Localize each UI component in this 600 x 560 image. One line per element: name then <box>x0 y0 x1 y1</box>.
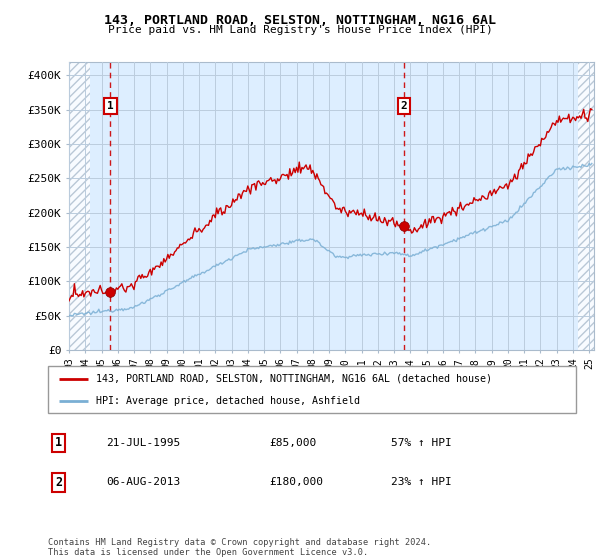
Text: 23% ↑ HPI: 23% ↑ HPI <box>391 477 452 487</box>
FancyBboxPatch shape <box>48 366 576 413</box>
Text: 2: 2 <box>55 476 62 489</box>
Text: £180,000: £180,000 <box>270 477 324 487</box>
Text: 2: 2 <box>400 101 407 111</box>
Text: 1: 1 <box>107 101 114 111</box>
Text: 06-AUG-2013: 06-AUG-2013 <box>106 477 181 487</box>
Text: HPI: Average price, detached house, Ashfield: HPI: Average price, detached house, Ashf… <box>95 396 359 407</box>
Text: Contains HM Land Registry data © Crown copyright and database right 2024.
This d: Contains HM Land Registry data © Crown c… <box>48 538 431 557</box>
Text: 143, PORTLAND ROAD, SELSTON, NOTTINGHAM, NG16 6AL (detached house): 143, PORTLAND ROAD, SELSTON, NOTTINGHAM,… <box>95 374 491 384</box>
Text: 143, PORTLAND ROAD, SELSTON, NOTTINGHAM, NG16 6AL: 143, PORTLAND ROAD, SELSTON, NOTTINGHAM,… <box>104 14 496 27</box>
Text: Price paid vs. HM Land Registry's House Price Index (HPI): Price paid vs. HM Land Registry's House … <box>107 25 493 35</box>
Text: 21-JUL-1995: 21-JUL-1995 <box>106 438 181 448</box>
Text: £85,000: £85,000 <box>270 438 317 448</box>
Text: 1: 1 <box>55 436 62 450</box>
Text: 57% ↑ HPI: 57% ↑ HPI <box>391 438 452 448</box>
